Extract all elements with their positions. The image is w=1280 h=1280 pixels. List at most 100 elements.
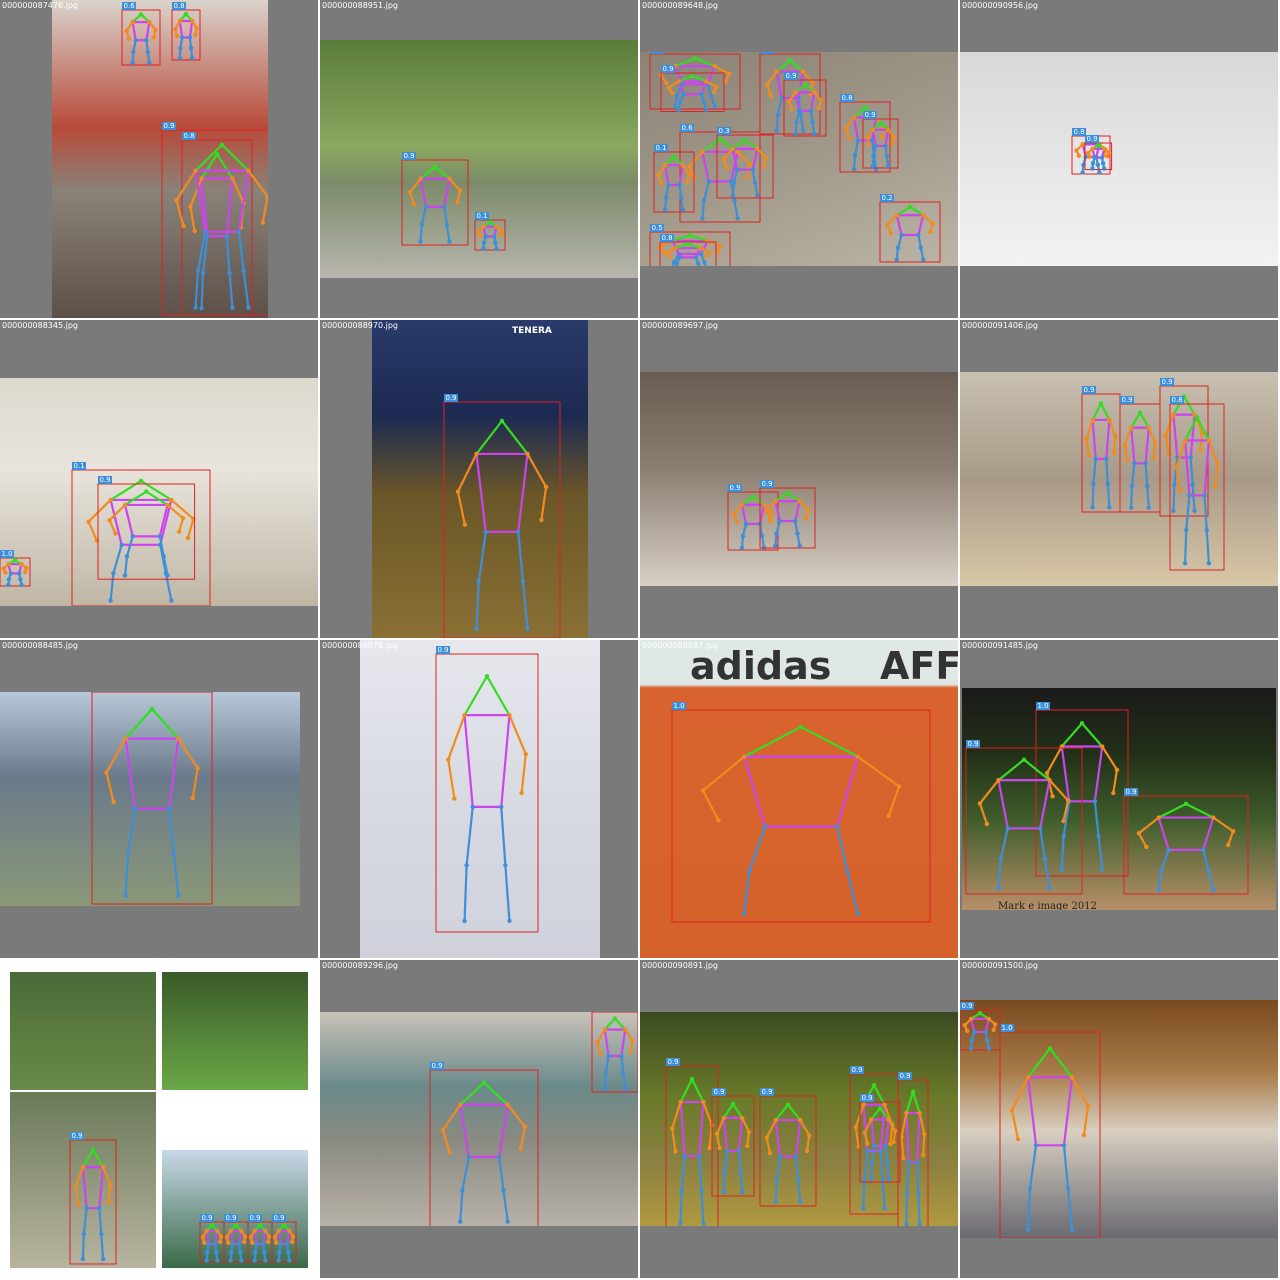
keypoint	[1129, 483, 1135, 489]
keypoint	[188, 45, 194, 51]
keypoint	[886, 127, 891, 132]
score-label: 0.8	[1072, 128, 1086, 136]
keypoint	[1143, 461, 1148, 466]
keypoint	[1005, 826, 1010, 831]
keypoint	[1145, 483, 1150, 489]
person-bbox	[660, 72, 725, 112]
keypoint	[125, 850, 131, 856]
keypoint	[1090, 505, 1095, 510]
keypoint	[241, 1239, 247, 1245]
keypoint	[1111, 790, 1116, 796]
score-text: 0.8	[174, 2, 185, 10]
pose-skeleton	[446, 674, 528, 924]
keypoint	[205, 234, 210, 239]
pose-skeleton	[1044, 721, 1120, 872]
keypoint	[257, 1223, 263, 1228]
left-arm-line	[105, 737, 127, 804]
keypoint	[202, 1240, 207, 1245]
keypoint	[808, 108, 814, 113]
keypoint	[1201, 847, 1206, 853]
torso-line	[905, 1111, 921, 1164]
head-line	[1091, 401, 1111, 422]
score-label: 0.9	[444, 394, 458, 402]
keypoint	[80, 1165, 86, 1170]
left-arm-line	[441, 1103, 462, 1154]
keypoint	[885, 1160, 890, 1165]
torso-line	[178, 19, 194, 39]
pose-skeleton	[440, 1080, 528, 1224]
head-line	[194, 143, 250, 172]
keypoint	[885, 222, 890, 227]
score-label: 0.9	[850, 1066, 864, 1074]
torso-line	[131, 21, 151, 42]
keypoint	[761, 502, 767, 507]
score-label: 1.0	[0, 550, 14, 558]
pose-skeleton	[200, 1223, 224, 1263]
keypoint	[986, 1016, 991, 1021]
person-bbox	[859, 1101, 901, 1183]
right-arm-line	[508, 714, 527, 795]
tile-filename: 000000088970.jpg	[322, 321, 398, 330]
keypoint	[742, 137, 748, 143]
keypoint	[462, 522, 468, 527]
keypoint	[203, 229, 208, 234]
keypoint	[738, 1169, 743, 1175]
keypoint	[236, 229, 241, 234]
head-line	[124, 707, 180, 740]
score-label: 0.9	[436, 646, 450, 654]
keypoint	[812, 131, 817, 136]
keypoint	[699, 1188, 704, 1193]
keypoint	[237, 1241, 242, 1247]
keypoint	[241, 268, 246, 273]
score-text: 0.8	[1172, 396, 1183, 404]
keypoint	[917, 1221, 922, 1226]
keypoint	[986, 1046, 991, 1051]
torso-line	[1091, 418, 1111, 461]
keypoint	[883, 143, 888, 149]
keypoint	[462, 918, 467, 924]
keypoint	[76, 1202, 81, 1207]
keypoint	[440, 1127, 446, 1133]
keypoint	[677, 182, 682, 188]
keypoint	[750, 494, 756, 499]
keypoint	[711, 90, 717, 95]
banner-text-right: AFF	[880, 644, 958, 688]
mosaic-tile: 000000088485.jpg 0.9	[0, 640, 320, 960]
torso-line	[740, 503, 766, 525]
keypoint	[595, 1040, 600, 1045]
keypoint	[798, 1199, 803, 1204]
keypoint	[97, 1206, 102, 1211]
tile-filename: 000000089648.jpg	[642, 1, 718, 10]
score-label: 0.9	[1085, 135, 1099, 143]
score-text: 0.9	[762, 52, 773, 54]
keypoint	[1163, 433, 1168, 438]
keypoint	[23, 569, 28, 575]
keypoint	[745, 174, 750, 180]
keypoint	[214, 151, 220, 157]
keypoint	[1202, 493, 1207, 498]
keypoint	[1085, 150, 1091, 156]
keypoint	[151, 35, 157, 40]
keypoint	[1129, 425, 1134, 430]
tile-filename: 000000088951.jpg	[322, 1, 398, 10]
head-line	[200, 151, 234, 180]
tile-filename: 000000088848.jpg	[2, 961, 78, 970]
keypoint	[1171, 412, 1176, 417]
pose-overlay: 0.80.90.60.80.9	[121, 2, 268, 316]
keypoint	[1177, 488, 1182, 493]
keypoint	[724, 165, 730, 170]
tile-filename: 000000091500.jpg	[962, 961, 1038, 970]
tile-filename: 000000089697.jpg	[642, 321, 718, 330]
torso-line	[419, 177, 451, 208]
keypoint	[8, 571, 13, 576]
keypoint	[157, 534, 163, 539]
keypoint	[700, 149, 705, 154]
keypoint	[764, 1135, 769, 1140]
keypoint	[1159, 868, 1164, 873]
keypoint	[718, 244, 723, 249]
keypoint	[917, 1110, 922, 1116]
keypoint	[1101, 166, 1107, 171]
keypoint	[774, 1177, 779, 1182]
keypoint	[126, 36, 132, 41]
score-label: 0.8	[840, 94, 854, 102]
